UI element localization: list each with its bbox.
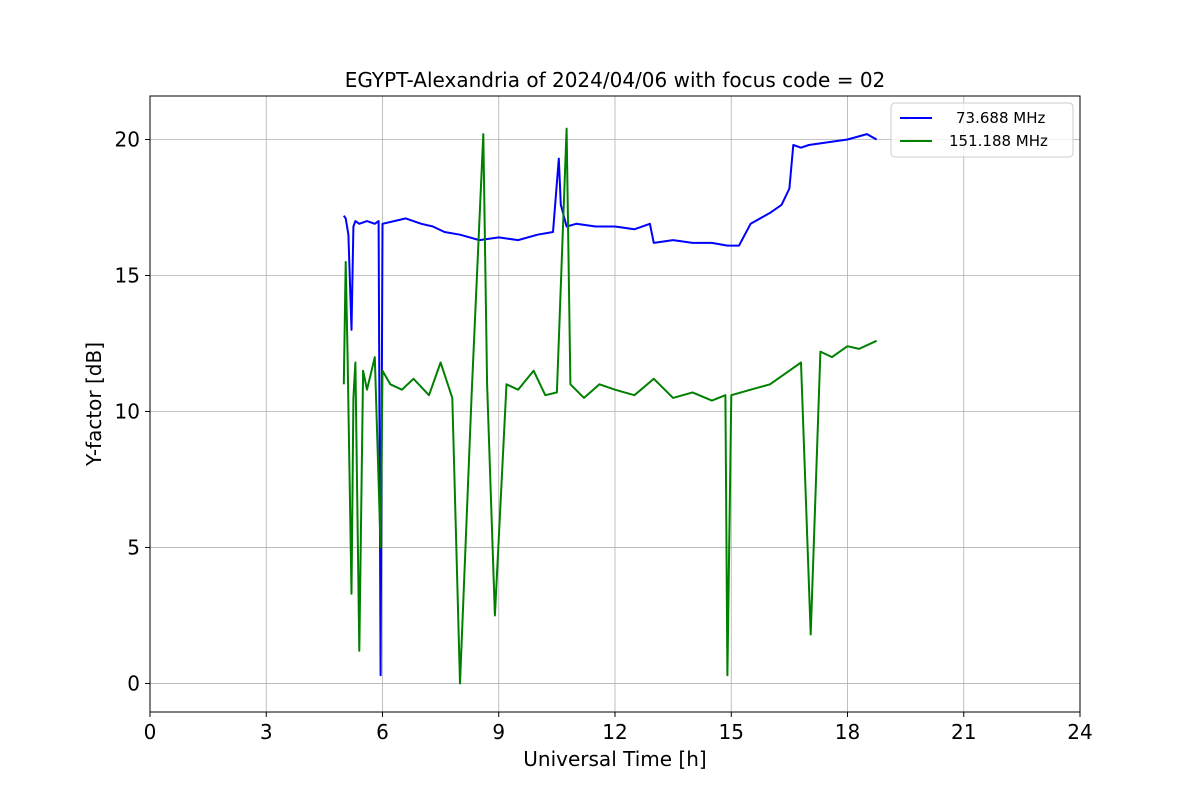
ticks: 0 3 6 9 12 15 18 21 24 0 5 10 15 20	[115, 128, 1093, 744]
series-line-1	[342, 127, 878, 685]
legend: 73.688 MHz 151.188 MHz	[890, 102, 1074, 158]
x-tick-label: 9	[492, 720, 505, 744]
x-tick-label: 6	[376, 720, 389, 744]
series-layer	[342, 127, 878, 685]
x-tick-label: 12	[602, 720, 627, 744]
y-tick-label: 5	[127, 535, 140, 559]
x-tick-label: 3	[260, 720, 273, 744]
y-tick-label: 10	[115, 399, 140, 423]
y-axis-label: Y-factor [dB]	[82, 342, 106, 467]
y-tick-label: 20	[115, 128, 140, 152]
x-tick-label: 0	[144, 720, 157, 744]
x-tick-label: 24	[1067, 720, 1092, 744]
legend-box	[890, 102, 1074, 158]
chart-title: EGYPT-Alexandria of 2024/04/06 with focu…	[345, 68, 886, 92]
legend-label-151188: 151.188 MHz	[949, 132, 1048, 150]
series-line-0	[342, 133, 878, 677]
x-tick-label: 21	[951, 720, 976, 744]
x-tick-label: 15	[719, 720, 744, 744]
x-axis-label: Universal Time [h]	[523, 747, 706, 771]
x-tick-label: 18	[835, 720, 860, 744]
y-tick-label: 0	[127, 671, 140, 695]
legend-label-73688: 73.688 MHz	[956, 109, 1045, 127]
y-tick-label: 15	[115, 263, 140, 287]
